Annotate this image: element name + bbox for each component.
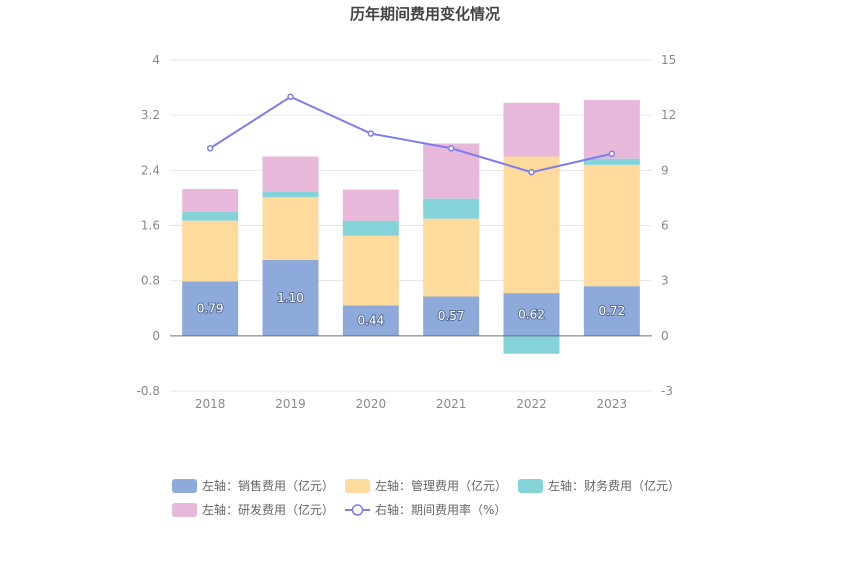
bar-segment [182, 211, 239, 221]
bar-segment [503, 335, 560, 354]
legend-marker [351, 504, 364, 516]
bar-segment [423, 218, 480, 297]
rate-point [447, 145, 455, 152]
right-tick-label: 12 [661, 108, 676, 122]
bar-data-label: 1.10 [277, 291, 304, 305]
left-tick-label: 4 [152, 53, 160, 67]
bar-segment [182, 220, 239, 282]
legend-label: 左轴：财务费用（亿元） [548, 478, 680, 493]
bar-segment [423, 143, 480, 199]
bar-segment [182, 188, 239, 212]
bar-segment [262, 197, 319, 260]
x-tick-label: 2020 [356, 397, 387, 411]
left-axis-ticks: -0.8 0 0.8 1.6 2.4 3.2 4 [137, 53, 160, 398]
left-tick-label: 3.2 [141, 108, 160, 122]
x-tick-label: 2018 [195, 397, 226, 411]
bar-data-label: 0.72 [598, 304, 625, 318]
data-labels: 0.79 1.10 0.44 0.57 0.62 0.72 [196, 290, 626, 329]
bar-data-label: 0.62 [518, 307, 545, 321]
bar-data-label: 0.79 [197, 302, 224, 316]
bars [182, 99, 640, 354]
right-tick-label: 9 [661, 163, 669, 177]
right-tick-label: 3 [661, 274, 669, 288]
right-tick-label: 15 [661, 53, 676, 67]
legend: 左轴：销售费用（亿元） 左轴：管理费用（亿元） 左轴：财务费用（亿元） 左轴：研发费用… [172, 478, 680, 517]
left-tick-label: -0.8 [137, 384, 160, 398]
bar-segment [342, 220, 399, 236]
chart-title: 历年期间费用变化情况 [350, 5, 500, 23]
bar-segment [423, 198, 480, 219]
bar-segment [423, 296, 480, 336]
rate-point [206, 145, 214, 152]
legend-label: 右轴：期间费用率（%） [375, 502, 506, 517]
rate-point [608, 150, 616, 158]
legend-swatch [172, 503, 197, 517]
bar-segment [342, 235, 399, 306]
legend-swatch [172, 479, 197, 493]
bar-segment [182, 281, 239, 336]
bar-segment [583, 164, 640, 287]
bar-segment [262, 191, 319, 198]
left-tick-label: 1.6 [141, 219, 160, 233]
rate-polyline [209, 95, 613, 174]
x-axis-ticks: 2018 2019 2020 2021 2022 2023 [195, 397, 627, 411]
left-tick-label: 0 [152, 329, 160, 343]
bar-data-label: 0.44 [357, 314, 384, 328]
bar-segment [583, 158, 640, 165]
bar-segment [342, 189, 399, 221]
right-axis-ticks: -3 0 3 6 9 12 15 [661, 53, 676, 398]
legend-label: 左轴：管理费用（亿元） [375, 478, 507, 493]
bar-segment [503, 102, 560, 157]
legend-label: 左轴：研发费用（亿元） [202, 502, 334, 517]
right-tick-label: -3 [661, 384, 673, 398]
left-tick-label: 0.8 [141, 274, 160, 288]
bar-segment [262, 156, 319, 192]
left-tick-label: 2.4 [141, 163, 160, 177]
x-tick-label: 2022 [516, 397, 547, 411]
bar-data-label: 0.57 [438, 309, 465, 323]
bar-segment [583, 286, 640, 336]
x-tick-label: 2023 [597, 397, 628, 411]
legend-swatch [518, 479, 543, 493]
legend-label: 左轴：销售费用（亿元） [202, 478, 334, 493]
legend-swatch [345, 479, 370, 493]
rate-line [206, 93, 616, 176]
bar-segment [262, 259, 319, 336]
bar-segment [503, 156, 560, 294]
rate-point [287, 93, 294, 101]
rate-point [367, 130, 375, 137]
x-tick-label: 2019 [275, 397, 306, 411]
right-tick-label: 0 [661, 329, 669, 343]
grid-lines [170, 59, 652, 392]
bar-segment [342, 305, 399, 336]
rate-point [528, 168, 535, 176]
bar-segment [503, 293, 560, 336]
right-tick-label: 6 [661, 219, 669, 233]
bar-segment [583, 99, 640, 159]
x-tick-label: 2021 [436, 397, 467, 411]
